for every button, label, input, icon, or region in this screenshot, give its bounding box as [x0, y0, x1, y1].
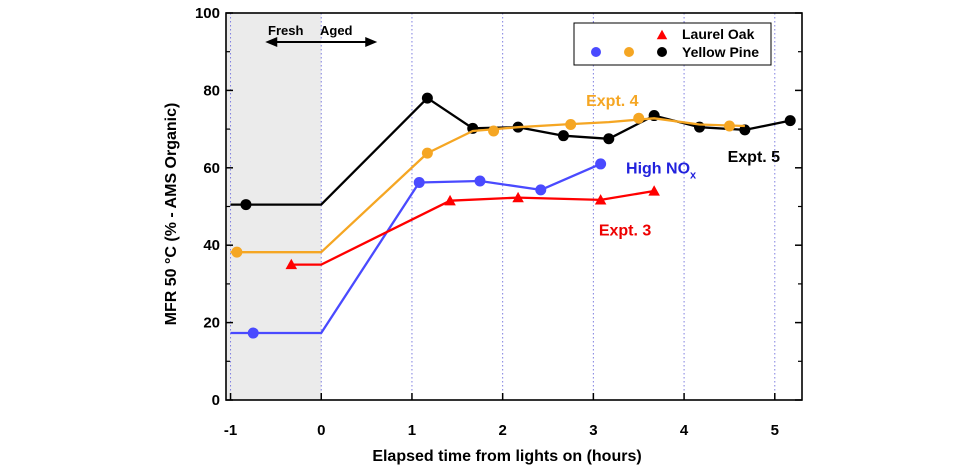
legend-marker-1-0	[591, 47, 601, 57]
data-point-3-0	[285, 258, 298, 270]
data-point-2-3	[535, 184, 547, 196]
data-point-3-1	[444, 194, 456, 206]
annotations: Fresh Aged Expt. 4 Expt. 5 High NOx Expt. 3	[265, 23, 780, 240]
legend-box	[573, 22, 772, 66]
x-tick-label-2: 2	[498, 422, 506, 439]
data-point-1-2	[488, 125, 500, 137]
data-point-1-3	[565, 118, 577, 130]
x-tick-label-1: 1	[408, 422, 416, 439]
annotation-subscript: x	[690, 170, 697, 182]
data-point-1-5	[723, 120, 735, 132]
legend-marker-1-2	[657, 47, 667, 57]
y-tick-label-60: 60	[203, 160, 220, 177]
data-point-0-9	[784, 115, 796, 127]
data-point-0-0	[240, 199, 252, 211]
data-point-3-2	[512, 191, 524, 203]
legend-label-laurel-oak: Laurel Oak	[682, 26, 755, 42]
data-point-0-1	[421, 92, 433, 104]
data-point-3-4	[648, 185, 660, 196]
y-tick-label-40: 40	[203, 237, 220, 254]
series-2	[230, 158, 607, 339]
data-point-2-1	[413, 177, 425, 189]
y-tick-label-20: 20	[203, 315, 220, 332]
x-tick-label-0: 0	[317, 422, 325, 439]
series-0	[230, 92, 796, 211]
data-point-1-0	[231, 246, 243, 258]
legend-marker-1-1	[624, 47, 634, 57]
y-tick-label-0: 0	[212, 392, 220, 409]
y-tick-label-80: 80	[203, 82, 220, 99]
series-line-2	[230, 162, 602, 335]
legend-marker-0-0	[656, 29, 668, 40]
series-line-3	[291, 189, 655, 266]
fresh-shaded-region	[226, 13, 322, 400]
series-3	[285, 185, 660, 270]
series-layer	[230, 92, 796, 339]
data-point-2-2	[474, 175, 486, 187]
x-tick-label-1: -1	[224, 422, 237, 439]
x-axis-title: Elapsed time from lights on (hours)	[372, 448, 641, 465]
legend-label-yellow-pine: Yellow Pine	[682, 44, 759, 60]
legend: Laurel Oak Yellow Pine	[573, 22, 772, 66]
series-line-1	[230, 117, 745, 254]
phase-label-aged: Aged	[320, 23, 353, 38]
y-tick-label-100: 100	[195, 5, 220, 22]
plot-background	[226, 13, 322, 400]
data-point-2-0	[247, 327, 259, 339]
annotation-expt-4: Expt. 4	[586, 93, 639, 110]
data-point-0-8	[739, 124, 751, 136]
phase-label-fresh: Fresh	[268, 23, 303, 38]
data-point-1-4	[633, 112, 645, 124]
x-tick-label-3: 3	[589, 422, 597, 439]
annotation-high-nox: High NOx	[626, 161, 697, 182]
vertical-gridlines	[230, 13, 776, 400]
data-point-0-5	[603, 133, 615, 145]
x-tick-label-4: 4	[680, 422, 689, 439]
phase-arrow-left-head	[265, 37, 278, 47]
data-point-3-3	[594, 194, 607, 205]
data-point-1-1	[421, 147, 433, 159]
data-point-0-4	[557, 130, 569, 142]
data-point-2-4	[595, 158, 607, 170]
y-axis-title: MFR 50 °C (% - AMS Organic)	[163, 103, 180, 326]
phase-arrow-right-head	[365, 37, 378, 47]
x-tick-label-5: 5	[771, 422, 779, 439]
series-1	[230, 112, 745, 258]
annotation-expt-5: Expt. 5	[728, 149, 781, 166]
annotation-expt-3: Expt. 3	[599, 223, 652, 240]
